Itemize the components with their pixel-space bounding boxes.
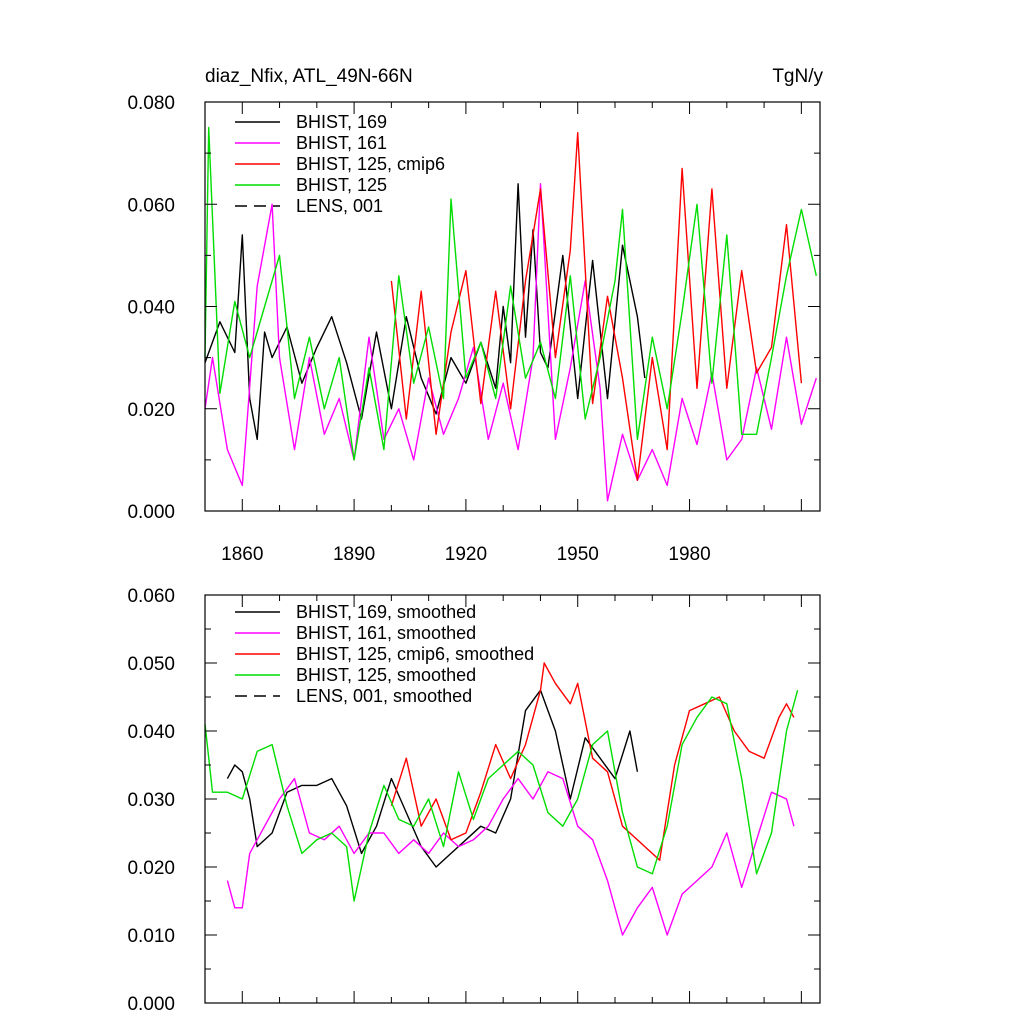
- x-tick-label: 1860: [221, 544, 263, 565]
- top-panel: diaz_Nfix, ATL_49N-66N TgN/y 0.000 0.020 0…: [127, 66, 823, 565]
- y-tick-label: 0.060: [127, 195, 175, 216]
- y-tick-label: 0.040: [127, 722, 175, 743]
- legend-label: BHIST, 125, cmip6: [296, 154, 445, 174]
- y-tick-label: 0.020: [127, 858, 175, 879]
- y-tick-label: 0.000: [127, 502, 175, 523]
- series-line-0-1: [204, 183, 817, 502]
- y-tick-label: 0.020: [127, 400, 175, 421]
- x-tick-label: 1950: [557, 544, 599, 565]
- legend-label: BHIST, 125, smoothed: [296, 665, 476, 685]
- legend-label: BHIST, 161: [296, 133, 387, 153]
- series-line-0-3: [204, 126, 817, 461]
- y-tick-label: 0.010: [127, 926, 175, 947]
- series-line-1-0: [226, 689, 639, 868]
- legend-label: BHIST, 125, cmip6, smoothed: [296, 644, 534, 664]
- legend-label: BHIST, 169: [296, 112, 387, 132]
- x-tick-label: 1980: [668, 544, 710, 565]
- y-tick-label: 0.040: [127, 298, 175, 319]
- legend-label: LENS, 001: [296, 196, 383, 216]
- y-tick-label: 0.000: [127, 994, 175, 1015]
- legend-label: BHIST, 125: [296, 175, 387, 195]
- y-tick-label: 0.050: [127, 654, 175, 675]
- legend-label: BHIST, 161, smoothed: [296, 623, 476, 643]
- legend-label: LENS, 001, smoothed: [296, 686, 472, 706]
- units-label: TgN/y: [772, 66, 823, 87]
- legend-label: BHIST, 169, smoothed: [296, 602, 476, 622]
- y-tick-label: 0.060: [127, 586, 175, 607]
- bottom-panel: 0.000 0.010 0.020 0.030 0.040 0.050 0.060 BHIST…: [127, 586, 821, 1015]
- chart-title: diaz_Nfix, ATL_49N-66N: [205, 66, 413, 87]
- x-tick-label: 1920: [445, 544, 487, 565]
- series-line-0-2: [390, 131, 803, 481]
- y-tick-label: 0.030: [127, 790, 175, 811]
- series-line-1-2: [390, 662, 795, 861]
- series-line-0-0: [204, 183, 646, 441]
- y-tick-label: 0.080: [127, 93, 175, 114]
- series-line-1-1: [226, 771, 795, 936]
- x-tick-label: 1890: [333, 544, 375, 565]
- series-line-1-3: [204, 690, 799, 902]
